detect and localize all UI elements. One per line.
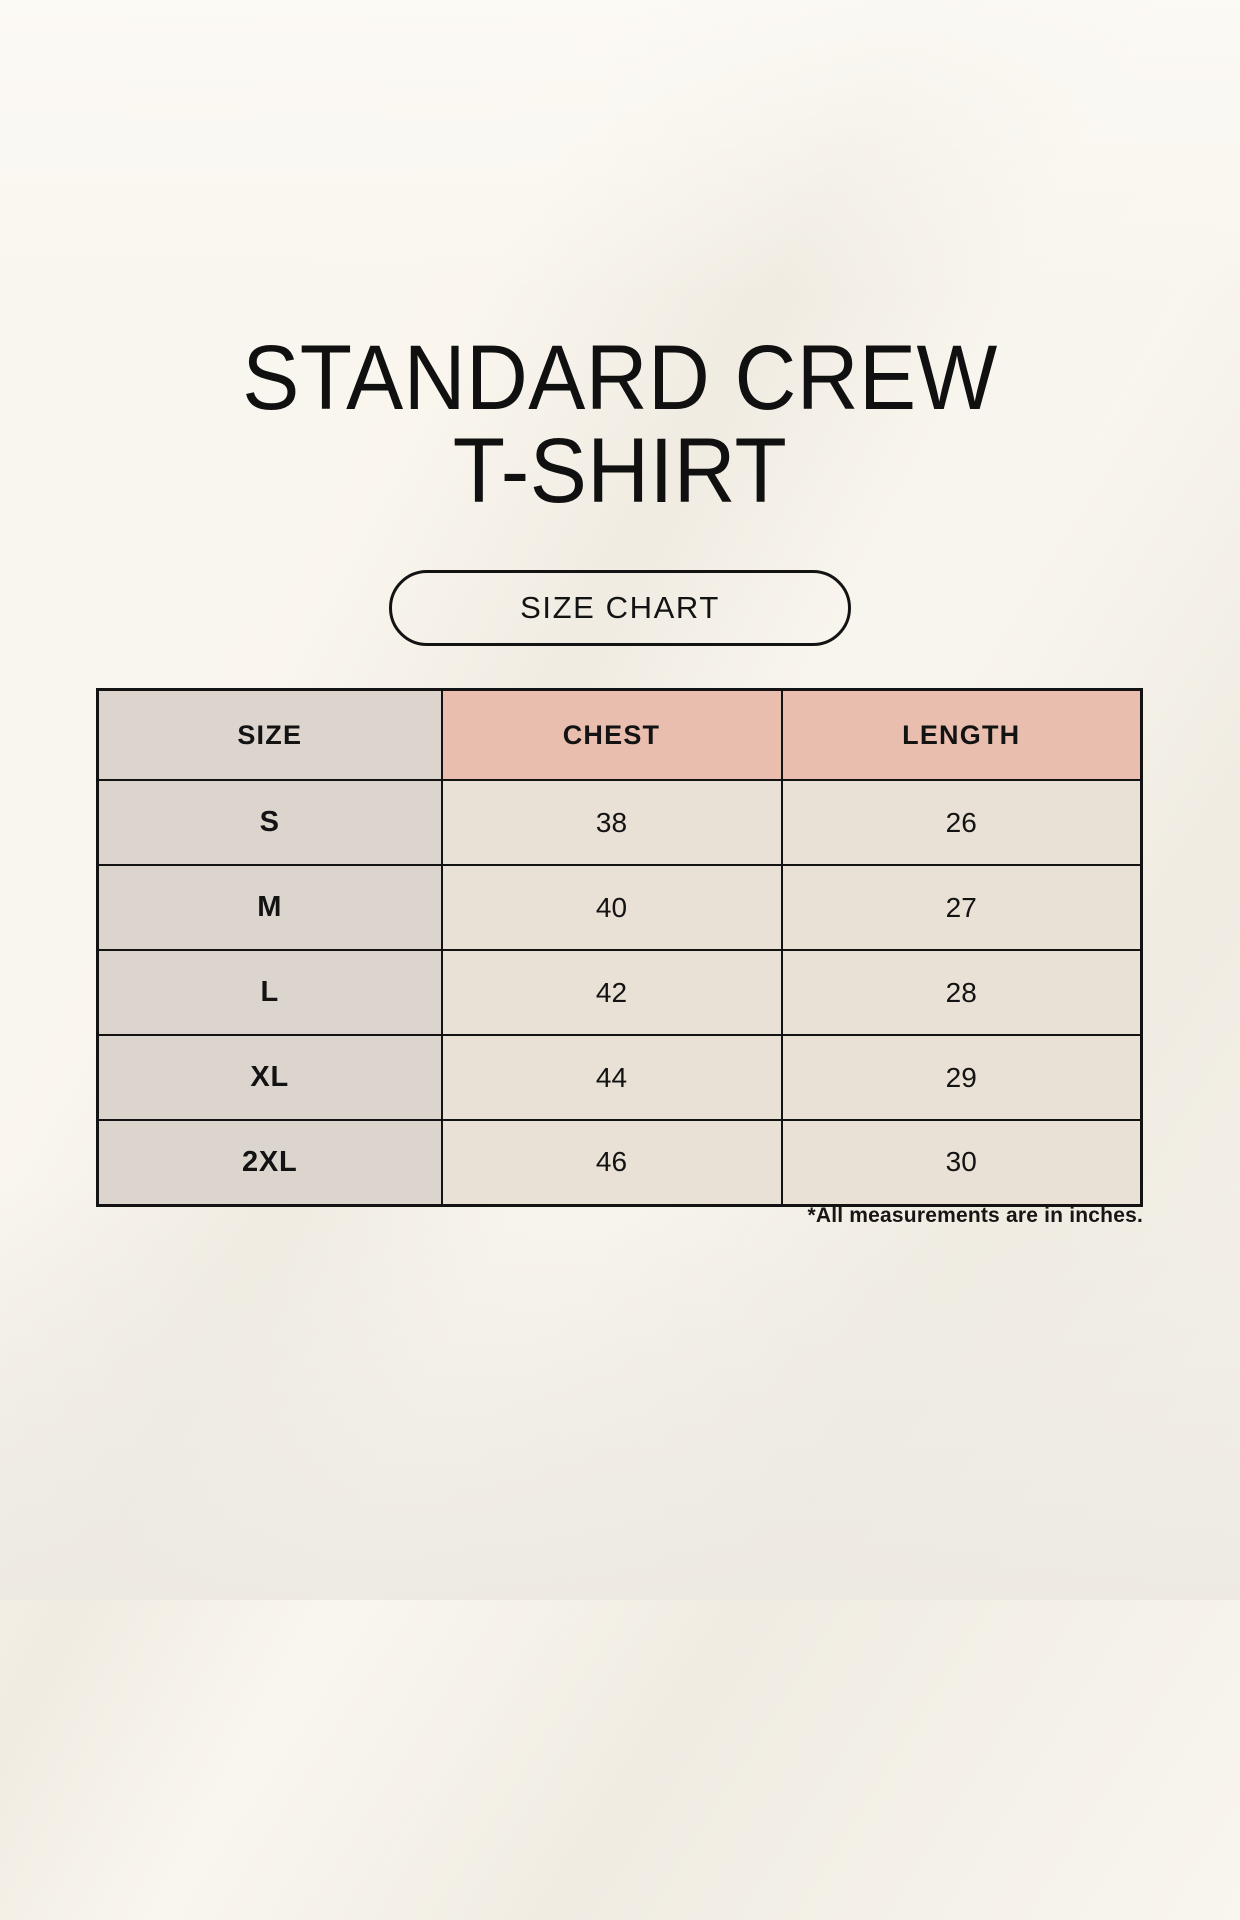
table-row: M 40 27: [96, 864, 1143, 951]
measurement-footnote: *All measurements are in inches.: [807, 1204, 1143, 1227]
column-header-chest: CHEST: [440, 688, 783, 781]
size-chart-table: SIZE CHEST LENGTH S 38 26 M 40 27 L: [96, 688, 1143, 1207]
table-header-row: SIZE CHEST LENGTH: [96, 688, 1143, 781]
cell-length: 26: [780, 779, 1143, 866]
cell-chest: 42: [440, 949, 783, 1036]
cell-length: 27: [780, 864, 1143, 951]
table-body: S 38 26 M 40 27 L 42 28 XL 44 29: [96, 779, 1143, 1206]
cell-length: 29: [780, 1034, 1143, 1121]
size-chart-table-container: SIZE CHEST LENGTH S 38 26 M 40 27 L: [96, 688, 1143, 1207]
column-header-size: SIZE: [96, 688, 443, 781]
cell-length: 28: [780, 949, 1143, 1036]
table-row: S 38 26: [96, 779, 1143, 866]
cell-size: 2XL: [96, 1119, 443, 1206]
table-row: XL 44 29: [96, 1034, 1143, 1121]
cell-size: S: [96, 779, 443, 866]
table-header: SIZE CHEST LENGTH: [96, 688, 1143, 781]
cell-chest: 40: [440, 864, 783, 951]
size-chart-poster: STANDARD CREW T-SHIRT SIZE CHART SIZE CH…: [0, 327, 1240, 1227]
cell-chest: 44: [440, 1034, 783, 1121]
background-bottom-shade: [0, 1180, 1240, 1600]
size-chart-badge-container: SIZE CHART: [0, 570, 1240, 646]
background-top-highlight: [0, 0, 1240, 300]
table-row: 2XL 46 30: [96, 1119, 1143, 1206]
column-header-length: LENGTH: [780, 688, 1143, 781]
page-title-line-1: STANDARD CREW: [242, 327, 998, 429]
table-row: L 42 28: [96, 949, 1143, 1036]
cell-chest: 38: [440, 779, 783, 866]
page-title: STANDARD CREW T-SHIRT: [0, 327, 1240, 522]
cell-size: XL: [96, 1034, 443, 1121]
cell-size: M: [96, 864, 443, 951]
cell-length: 30: [780, 1119, 1143, 1206]
cell-chest: 46: [440, 1119, 783, 1206]
size-chart-badge: SIZE CHART: [389, 570, 851, 646]
page-title-line-2: T-SHIRT: [452, 419, 788, 522]
cell-size: L: [96, 949, 443, 1036]
